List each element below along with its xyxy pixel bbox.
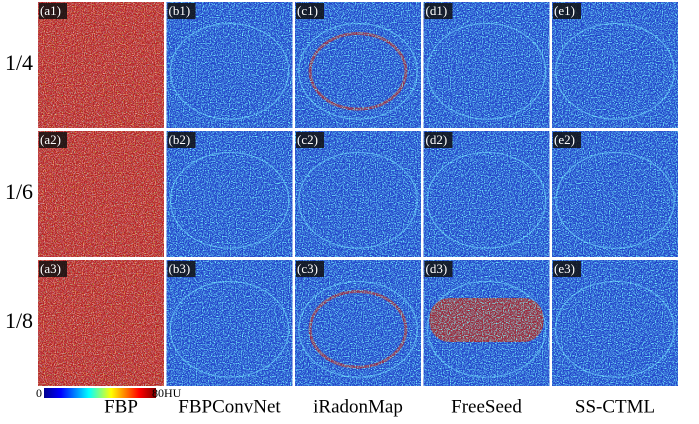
colorbar — [44, 388, 156, 398]
colorbar-min: 0 — [36, 386, 42, 400]
column-label: iRadonMap — [313, 396, 403, 417]
panel-noise — [167, 2, 293, 128]
panel-label: (e3) — [554, 261, 575, 276]
panel-label: (c3) — [297, 261, 318, 276]
panel-noise — [424, 2, 550, 128]
panel-label: (a1) — [40, 3, 61, 18]
panel-label: (d3) — [426, 261, 448, 276]
panel-label: (b1) — [169, 3, 191, 18]
row-label: 1/4 — [5, 50, 33, 75]
column-label: FreeSeed — [451, 396, 522, 417]
panel-grid: (a1) (b1) (c1) (d1) (e1) (a2) (b2) (c2) (d2) (e2)… — [38, 2, 678, 386]
colorbar-max: 80HU — [152, 386, 182, 400]
column-label: FBP — [104, 396, 138, 417]
panel-noise — [552, 260, 678, 386]
column-label: SS-CTML — [575, 396, 655, 417]
figure: (a1) (b1) (c1) (d1) (e1) (a2) (b2) (c2) (d2) (e2)… — [0, 0, 699, 424]
panel-noise — [552, 2, 678, 128]
panel-noise — [295, 2, 421, 128]
panel-noise — [38, 131, 164, 257]
panel-noise — [552, 131, 678, 257]
row-label: 1/6 — [5, 179, 33, 204]
column-label: FBPConvNet — [178, 396, 281, 417]
panel-noise — [38, 2, 164, 128]
panel-label: (d2) — [426, 132, 448, 147]
panel-label: (c1) — [297, 3, 318, 18]
panel-noise — [424, 131, 550, 257]
panel-label: (d1) — [426, 3, 448, 18]
panel-label: (e2) — [554, 132, 575, 147]
panel-noise — [38, 260, 164, 386]
panel-label: (c2) — [297, 132, 318, 147]
panel-noise — [295, 131, 421, 257]
panel-label: (b3) — [169, 261, 191, 276]
panel-noise — [167, 131, 293, 257]
panel-noise — [167, 260, 293, 386]
panel-noise — [295, 260, 421, 386]
panel-label: (b2) — [169, 132, 191, 147]
panel-label: (a3) — [40, 261, 61, 276]
panel-noise — [424, 260, 550, 386]
panel-label: (a2) — [40, 132, 61, 147]
row-label: 1/8 — [5, 308, 33, 333]
panel-label: (e1) — [554, 3, 575, 18]
